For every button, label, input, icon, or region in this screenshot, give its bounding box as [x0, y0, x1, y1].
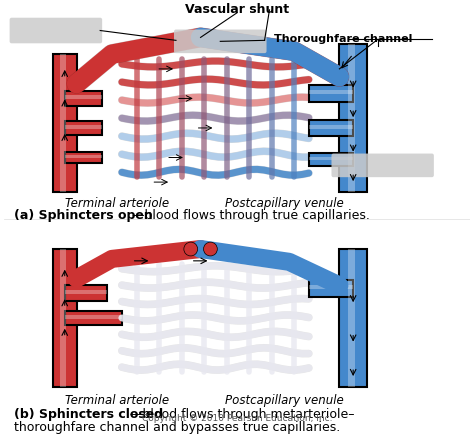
Bar: [65, 121, 102, 135]
Text: Copyright © 2010 Pearson Education, Inc.: Copyright © 2010 Pearson Education, Inc.: [142, 414, 332, 423]
Bar: [347, 249, 355, 387]
Text: Terminal arteriole: Terminal arteriole: [65, 394, 169, 407]
Text: (b) Sphincters closed: (b) Sphincters closed: [14, 409, 163, 422]
FancyBboxPatch shape: [174, 30, 266, 53]
Bar: [339, 249, 367, 387]
Text: thoroughfare channel and bypasses true capillaries.: thoroughfare channel and bypasses true c…: [14, 421, 340, 434]
Bar: [309, 153, 353, 167]
Bar: [60, 249, 66, 387]
Bar: [65, 91, 102, 106]
Text: Terminal arteriole: Terminal arteriole: [65, 197, 169, 210]
Bar: [309, 157, 353, 160]
Text: —blood flows through true capillaries.: —blood flows through true capillaries.: [132, 209, 370, 221]
Text: —blood flows through metarteriole–: —blood flows through metarteriole–: [130, 409, 354, 422]
Bar: [309, 120, 353, 136]
Bar: [65, 311, 122, 325]
Circle shape: [184, 242, 198, 256]
Bar: [347, 44, 355, 192]
Circle shape: [203, 242, 217, 256]
Bar: [53, 249, 77, 387]
Text: Postcapillary venule: Postcapillary venule: [225, 197, 344, 210]
Bar: [65, 155, 102, 158]
Bar: [309, 285, 353, 290]
Text: Postcapillary venule: Postcapillary venule: [225, 394, 344, 407]
FancyBboxPatch shape: [9, 18, 102, 43]
Bar: [309, 85, 353, 102]
Bar: [53, 54, 77, 192]
Bar: [339, 44, 367, 192]
Text: Vascular shunt: Vascular shunt: [185, 3, 289, 16]
Text: Thoroughfare channel: Thoroughfare channel: [274, 34, 412, 44]
FancyBboxPatch shape: [331, 153, 434, 177]
Bar: [309, 90, 353, 95]
Text: (a) Sphincters open: (a) Sphincters open: [14, 209, 152, 221]
Bar: [309, 125, 353, 129]
Bar: [65, 315, 122, 319]
Bar: [309, 279, 353, 297]
Bar: [60, 54, 66, 192]
Bar: [65, 95, 102, 99]
Bar: [65, 286, 107, 301]
Bar: [65, 290, 107, 294]
Bar: [65, 125, 102, 129]
Bar: [65, 152, 102, 164]
